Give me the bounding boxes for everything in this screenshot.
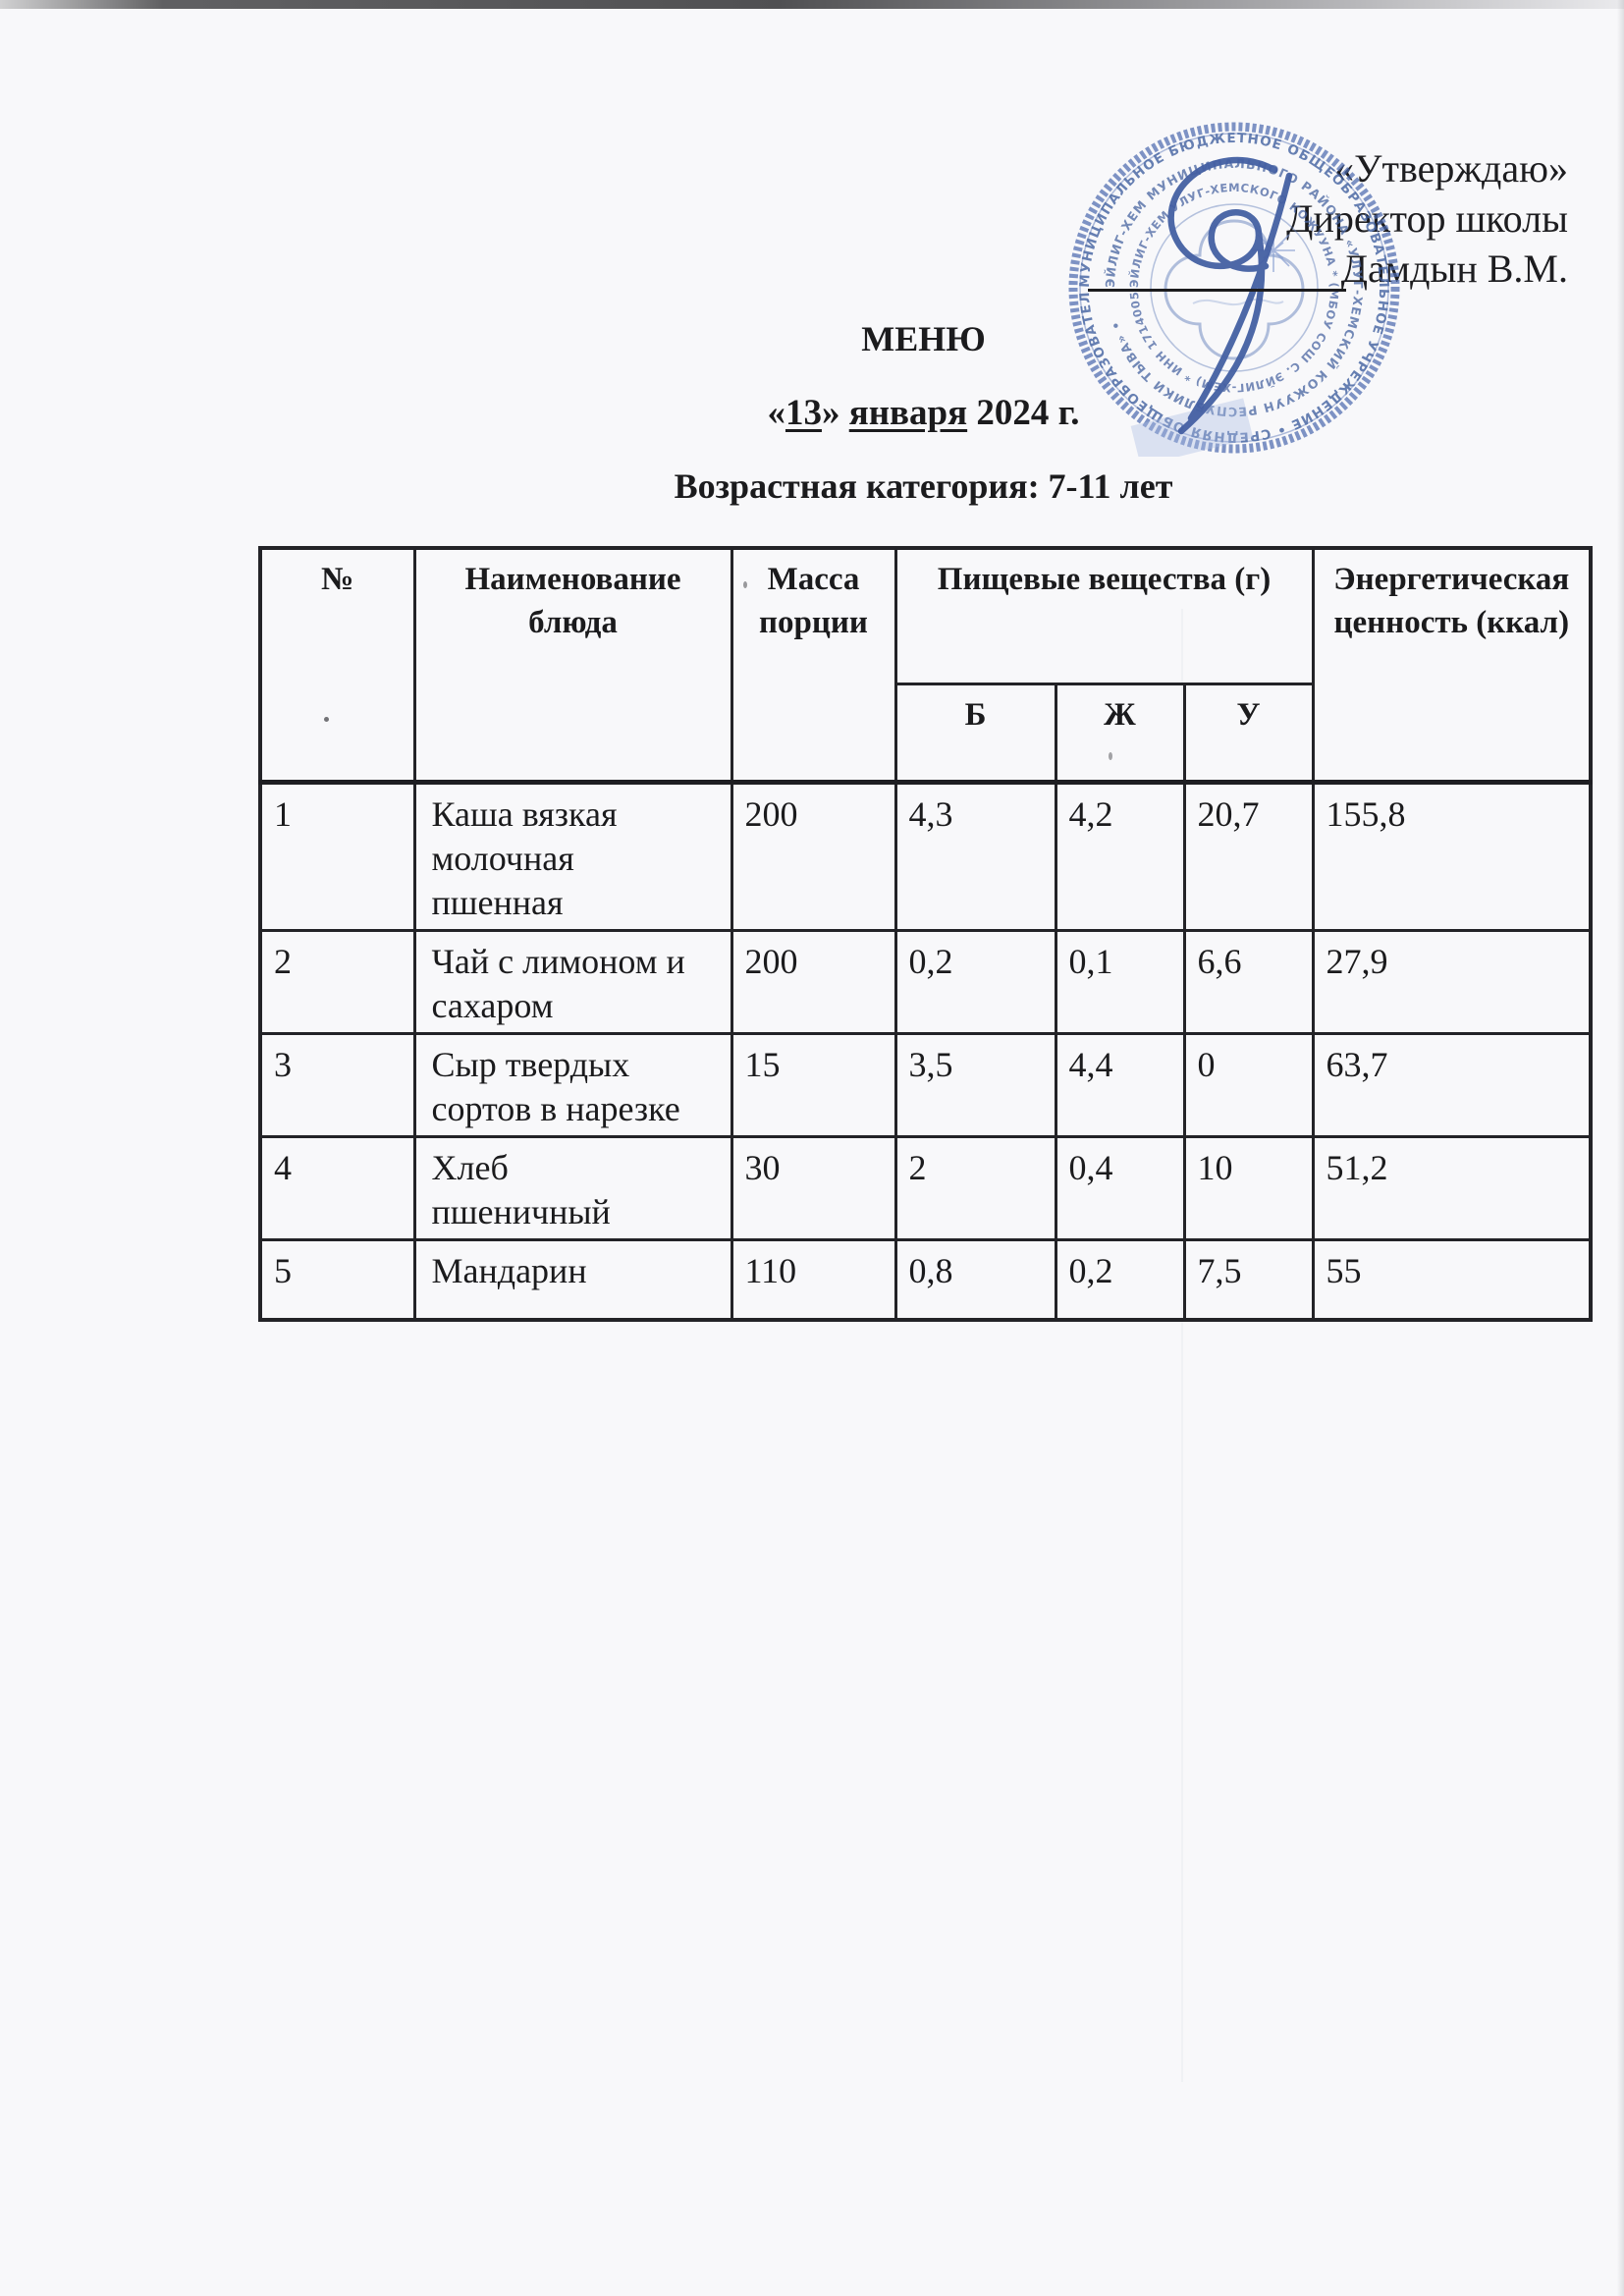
scan-fold-line [1181, 609, 1183, 2082]
cell-num: 4 [258, 1134, 416, 1241]
cell-carbs: 7,5 [1182, 1237, 1315, 1322]
table-row: 2 Чай с лимоном и сахаром 200 0,2 0,1 6,… [258, 928, 1593, 1035]
stamp-quatrefoil-emblem [1164, 219, 1305, 360]
cell-mass: 30 [730, 1134, 897, 1241]
header-fat: Ж [1054, 682, 1186, 785]
table-row: 1 Каша вязкая молочная пшенная 200 4,3 4… [258, 780, 1593, 932]
cell-num: 5 [258, 1237, 416, 1322]
cell-mass: 110 [730, 1237, 897, 1322]
date-line: «13» января 2024 г. [258, 392, 1589, 434]
cell-dish: Мандарин [412, 1237, 733, 1322]
cell-protein: 0,8 [893, 1237, 1057, 1322]
approval-line-name: Дамдын В.М. [1340, 246, 1568, 291]
cell-kcal: 27,9 [1311, 928, 1593, 1035]
approval-line-approve: «Утверждаю» [1334, 146, 1568, 191]
age-category-line: Возрастная категория: 7-11 лет [674, 466, 1173, 506]
cell-mass: 200 [730, 928, 897, 1035]
cell-protein: 2 [893, 1134, 1057, 1241]
date-year: 2024 г. [976, 393, 1080, 433]
cell-carbs: 10 [1182, 1134, 1315, 1241]
date-open-quote: « [767, 393, 785, 433]
cell-dish: Хлеб пшеничный [412, 1134, 733, 1241]
cell-kcal: 55 [1311, 1237, 1593, 1322]
approval-line-director: Директор школы [1286, 196, 1568, 241]
signature-scribble [1167, 156, 1293, 435]
cell-fat: 0,2 [1054, 1237, 1186, 1322]
cell-num: 3 [258, 1031, 416, 1138]
cell-fat: 4,4 [1054, 1031, 1186, 1138]
table-subheader-row: Б Ж У [260, 682, 1591, 785]
header-nutrients-group: Пищевые вещества (г) [893, 546, 1315, 685]
header-protein: Б [893, 682, 1057, 785]
scan-edge-artifact-top [0, 0, 1624, 9]
cell-carbs: 0 [1182, 1031, 1315, 1138]
header-num: № [258, 546, 416, 785]
header-dish: Наименование блюда [412, 546, 733, 785]
cell-dish: Чай с лимоном и сахаром [412, 928, 733, 1035]
page-title: МЕНЮ [861, 319, 986, 358]
cell-fat: 0,4 [1054, 1134, 1186, 1241]
cell-kcal: 155,8 [1311, 780, 1593, 932]
date-month: января [848, 393, 968, 433]
cell-num: 2 [258, 928, 416, 1035]
cell-fat: 4,2 [1054, 780, 1186, 932]
school-stamp: МУНИЦИПАЛЬНОЕ БЮДЖЕТНОЕ ОБЩЕОБРАЗОВАТЕЛЬ… [1065, 119, 1400, 457]
stamp-outer-dotted-ring [1068, 122, 1400, 454]
cell-dish: Сыр твердых сортов в нарезке [412, 1031, 733, 1138]
menu-table: № Наименование блюда Масса порции Пищевы… [258, 546, 1594, 1322]
cell-mass: 200 [730, 780, 897, 932]
header-carbs: У [1182, 682, 1315, 785]
stamp-hatched-rectangle [1130, 398, 1254, 457]
cell-protein: 4,3 [893, 780, 1057, 932]
cell-dish: Каша вязкая молочная пшенная [412, 780, 733, 932]
table-row: 3 Сыр твердых сортов в нарезке 15 3,5 4,… [258, 1031, 1593, 1138]
header-energy: Энергетическая ценность (ккал) [1311, 546, 1593, 785]
cell-carbs: 20,7 [1182, 780, 1315, 932]
cell-carbs: 6,6 [1182, 928, 1315, 1035]
cell-protein: 3,5 [893, 1031, 1057, 1138]
cell-protein: 0,2 [893, 928, 1057, 1035]
signature-line [1088, 289, 1346, 292]
table-row: 4 Хлеб пшеничный 30 2 0,4 10 51,2 [258, 1134, 1593, 1241]
cell-kcal: 51,2 [1311, 1134, 1593, 1241]
stamp-ring-line [1079, 133, 1389, 443]
date-close-quote: » [821, 393, 840, 433]
cell-num: 1 [258, 780, 416, 932]
cell-kcal: 63,7 [1311, 1031, 1593, 1138]
cell-fat: 0,1 [1054, 928, 1186, 1035]
header-mass: Масса порции [730, 546, 897, 785]
cell-mass: 15 [730, 1031, 897, 1138]
table-header-row: № Наименование блюда Масса порции Пищевы… [258, 546, 1593, 785]
stamp-inner-detail [1192, 298, 1284, 306]
date-day: 13 [785, 393, 822, 433]
stamp-ring-middle-text: ЭЙЛИГ-ХЕМ МУНИЦИПАЛЬНОГО РАЙОНА «УЛУГ-ХЕ… [1103, 156, 1365, 419]
svg-text:ЭЙЛИГ-ХЕМ МУНИЦИПАЛЬНОГО РАЙОН: ЭЙЛИГ-ХЕМ МУНИЦИПАЛЬНОГО РАЙОНА «УЛУГ-ХЕ… [1103, 156, 1366, 419]
stamp-inner-ring-line [1150, 203, 1319, 372]
approval-block: «Утверждаю» Директор школы Дамдын В.М. [1286, 143, 1568, 294]
scan-edge-artifact-right [1617, 0, 1624, 2296]
table-row: 5 Мандарин 110 0,8 0,2 7,5 55 [258, 1237, 1593, 1322]
